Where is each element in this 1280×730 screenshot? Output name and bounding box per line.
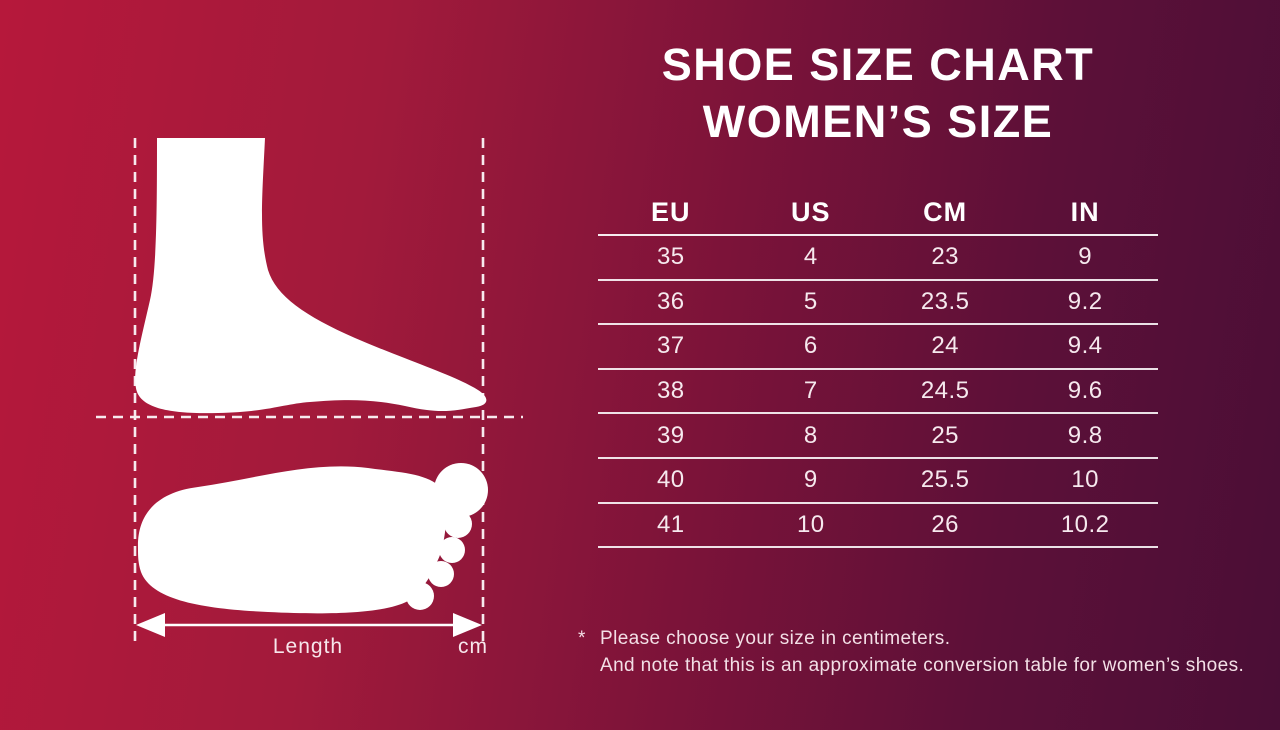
table-cell: 25 bbox=[931, 421, 960, 449]
table-cell: 9.2 bbox=[1067, 287, 1103, 315]
footnote: * Please choose your size in centimeters… bbox=[578, 625, 1268, 679]
table-cell: 36 bbox=[656, 287, 685, 315]
table-cell: 26 bbox=[931, 510, 960, 538]
table-cell: 9.8 bbox=[1067, 421, 1103, 449]
table-cell: 41 bbox=[656, 510, 685, 538]
table-cell: 9.6 bbox=[1067, 377, 1103, 405]
table-cell: 9.4 bbox=[1067, 332, 1103, 360]
column-header-in: IN bbox=[1070, 196, 1100, 227]
table-cell: 9 bbox=[1078, 243, 1093, 271]
page-title: SHOE SIZE CHART WOMEN’S SIZE bbox=[560, 36, 1196, 150]
table-cell: 40 bbox=[656, 466, 685, 494]
table-row: 35 4 23 9 bbox=[598, 236, 1158, 281]
table-cell: 9 bbox=[803, 466, 818, 494]
footnote-marker: * bbox=[578, 628, 586, 649]
table-cell: 6 bbox=[803, 332, 818, 360]
column-header-eu: EU bbox=[651, 196, 691, 227]
table-cell: 10 bbox=[796, 510, 825, 538]
table-row: 41 10 26 10.2 bbox=[598, 504, 1158, 549]
table-cell: 24 bbox=[931, 332, 960, 360]
table-header-row: EU US CM IN bbox=[598, 190, 1158, 236]
table-cell: 8 bbox=[803, 421, 818, 449]
footnote-line1: Please choose your size in centimeters. bbox=[600, 628, 951, 649]
table-cell: 23 bbox=[931, 243, 960, 271]
table-cell: 23.5 bbox=[920, 287, 970, 315]
table-row: 38 7 24.5 9.6 bbox=[598, 370, 1158, 415]
table-row: 40 9 25.5 10 bbox=[598, 459, 1158, 504]
table-cell: 10.2 bbox=[1060, 510, 1110, 538]
cm-label: cm bbox=[458, 635, 488, 658]
table-cell: 35 bbox=[656, 243, 685, 271]
page-title-line1: SHOE SIZE CHART bbox=[661, 39, 1095, 90]
table-cell: 7 bbox=[803, 377, 818, 405]
page-title-line2: WOMEN’S SIZE bbox=[702, 96, 1054, 147]
foot-side-silhouette-icon bbox=[135, 138, 487, 414]
table-cell: 38 bbox=[656, 377, 685, 405]
size-table-body: 35 4 23 9 36 5 23.5 9.2 37 6 24 9.4 38 7… bbox=[598, 236, 1158, 549]
column-header-cm: CM bbox=[923, 196, 968, 227]
table-cell: 37 bbox=[656, 332, 685, 360]
length-arrow bbox=[136, 613, 482, 637]
table-cell: 24.5 bbox=[920, 377, 970, 405]
table-row: 39 8 25 9.8 bbox=[598, 414, 1158, 459]
table-row: 36 5 23.5 9.2 bbox=[598, 281, 1158, 326]
size-table: EU US CM IN 35 4 23 9 36 5 23.5 9.2 37 6… bbox=[598, 190, 1158, 549]
table-cell: 4 bbox=[803, 243, 818, 271]
table-cell: 10 bbox=[1071, 466, 1100, 494]
column-header-us: US bbox=[791, 196, 831, 227]
table-cell: 5 bbox=[803, 287, 818, 315]
table-row: 37 6 24 9.4 bbox=[598, 325, 1158, 370]
table-cell: 39 bbox=[656, 421, 685, 449]
table-cell: 25.5 bbox=[920, 466, 970, 494]
footnote-line2: And note that this is an approximate con… bbox=[600, 655, 1245, 676]
foot-top-silhouette-icon bbox=[137, 463, 488, 614]
length-label: Length bbox=[272, 635, 344, 658]
